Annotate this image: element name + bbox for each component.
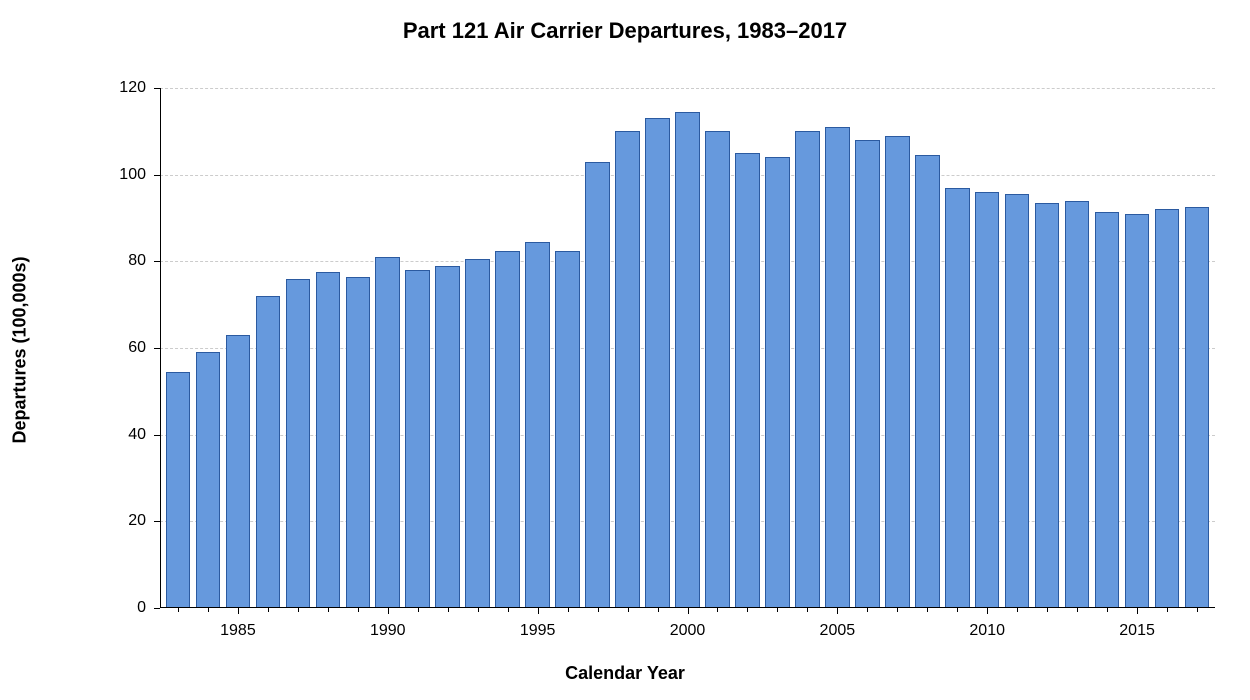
- bar: [1065, 201, 1090, 608]
- x-tick-mark-minor: [927, 608, 928, 612]
- y-tick-label: 120: [119, 79, 160, 97]
- x-tick-mark-minor: [1107, 608, 1108, 612]
- y-axis: [160, 88, 161, 608]
- x-tick-mark-minor: [358, 608, 359, 612]
- x-tick-label: 2005: [820, 608, 856, 640]
- x-tick-mark-minor: [807, 608, 808, 612]
- bar: [615, 131, 640, 608]
- bar: [675, 112, 700, 608]
- x-tick-label: 2000: [670, 608, 706, 640]
- bar: [915, 155, 940, 608]
- x-tick-mark-minor: [328, 608, 329, 612]
- grid-line: [160, 88, 1215, 89]
- y-tick-label: 60: [128, 339, 160, 357]
- bar: [256, 296, 281, 608]
- x-tick-mark-minor: [777, 608, 778, 612]
- bar: [166, 372, 191, 608]
- bar: [375, 257, 400, 608]
- y-tick-label: 100: [119, 166, 160, 184]
- x-tick-mark-minor: [478, 608, 479, 612]
- bar: [855, 140, 880, 608]
- bar: [1125, 214, 1150, 608]
- x-tick-label: 1990: [370, 608, 406, 640]
- x-tick-mark-minor: [1047, 608, 1048, 612]
- chart-title: Part 121 Air Carrier Departures, 1983–20…: [0, 18, 1250, 44]
- bar: [435, 266, 460, 608]
- bar: [585, 162, 610, 608]
- x-tick-label: 1995: [520, 608, 556, 640]
- x-tick-mark-minor: [418, 608, 419, 612]
- bar: [346, 277, 371, 609]
- bar: [555, 251, 580, 609]
- bar: [645, 118, 670, 608]
- y-tick-label: 80: [128, 252, 160, 270]
- x-tick-mark-minor: [1197, 608, 1198, 612]
- plot-area: 0204060801001201985199019952000200520102…: [160, 88, 1215, 608]
- x-tick-mark-minor: [268, 608, 269, 612]
- x-tick-label: 1985: [220, 608, 256, 640]
- bar: [735, 153, 760, 608]
- bar: [286, 279, 311, 608]
- bar: [705, 131, 730, 608]
- x-tick-mark-minor: [298, 608, 299, 612]
- bar: [975, 192, 1000, 608]
- bar: [945, 188, 970, 608]
- y-tick-label: 40: [128, 426, 160, 444]
- x-tick-mark-minor: [508, 608, 509, 612]
- bar: [1095, 212, 1120, 609]
- x-tick-mark-minor: [178, 608, 179, 612]
- chart-container: Part 121 Air Carrier Departures, 1983–20…: [0, 0, 1250, 700]
- x-tick-mark-minor: [717, 608, 718, 612]
- bar: [795, 131, 820, 608]
- x-tick-label: 2015: [1119, 608, 1155, 640]
- bar: [1155, 209, 1180, 608]
- bar: [825, 127, 850, 608]
- bar: [495, 251, 520, 609]
- bar: [196, 352, 221, 608]
- x-tick-mark-minor: [957, 608, 958, 612]
- bar: [226, 335, 251, 608]
- x-tick-mark-minor: [747, 608, 748, 612]
- x-axis: [160, 607, 1215, 608]
- x-tick-mark-minor: [658, 608, 659, 612]
- bar: [885, 136, 910, 608]
- x-tick-mark-minor: [1077, 608, 1078, 612]
- bar: [765, 157, 790, 608]
- bar: [316, 272, 341, 608]
- x-tick-mark-minor: [448, 608, 449, 612]
- bar: [1185, 207, 1210, 608]
- bar: [1005, 194, 1030, 608]
- x-tick-mark-minor: [628, 608, 629, 612]
- bar: [465, 259, 490, 608]
- y-axis-label: Departures (100,000s): [10, 256, 31, 443]
- x-tick-label: 2010: [969, 608, 1005, 640]
- x-tick-mark-minor: [1017, 608, 1018, 612]
- bar: [525, 242, 550, 608]
- bar: [1035, 203, 1060, 608]
- y-tick-label: 20: [128, 512, 160, 530]
- x-tick-mark-minor: [598, 608, 599, 612]
- x-tick-mark-minor: [208, 608, 209, 612]
- bar: [405, 270, 430, 608]
- y-tick-label: 0: [137, 599, 160, 617]
- x-tick-mark-minor: [897, 608, 898, 612]
- x-tick-mark-minor: [568, 608, 569, 612]
- x-tick-mark-minor: [1167, 608, 1168, 612]
- x-axis-label: Calendar Year: [0, 663, 1250, 684]
- x-tick-mark-minor: [867, 608, 868, 612]
